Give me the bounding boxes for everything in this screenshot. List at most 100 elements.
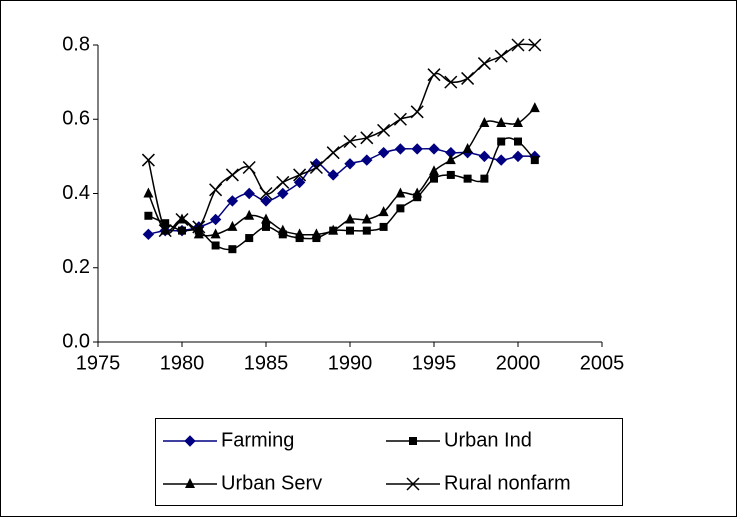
marker xyxy=(262,222,270,231)
marker xyxy=(343,134,357,149)
x-tick-label: 2005 xyxy=(580,352,625,374)
marker xyxy=(360,131,374,145)
marker xyxy=(361,154,373,166)
marker xyxy=(193,228,204,239)
marker xyxy=(393,112,407,126)
y-tick-label: 0.8 xyxy=(62,33,90,55)
marker xyxy=(529,102,540,113)
marker xyxy=(158,224,172,238)
marker xyxy=(242,160,256,175)
marker xyxy=(430,174,438,183)
legend-marker xyxy=(409,437,417,445)
marker xyxy=(477,57,491,71)
x-tick-label: 1990 xyxy=(328,352,373,374)
marker xyxy=(478,150,491,163)
marker xyxy=(161,219,170,228)
marker xyxy=(495,154,507,166)
marker xyxy=(309,160,323,175)
marker xyxy=(327,169,339,181)
marker xyxy=(514,137,522,146)
marker xyxy=(142,228,155,241)
marker xyxy=(245,234,254,243)
marker xyxy=(461,71,475,85)
marker xyxy=(379,222,388,231)
marker xyxy=(211,241,220,250)
marker xyxy=(293,176,306,189)
marker xyxy=(276,175,290,189)
marker xyxy=(260,195,272,207)
x-tick-label: 1985 xyxy=(244,352,289,374)
marker xyxy=(311,228,322,239)
y-tick-label: 0.4 xyxy=(62,182,90,204)
marker xyxy=(144,211,153,220)
y-tick-label: 0.2 xyxy=(62,256,90,278)
marker xyxy=(210,228,221,239)
marker xyxy=(326,146,340,160)
marker xyxy=(411,143,423,155)
marker xyxy=(378,206,389,217)
marker xyxy=(209,183,223,197)
marker xyxy=(528,38,542,52)
marker xyxy=(225,168,239,182)
marker xyxy=(410,105,424,119)
marker xyxy=(243,187,255,200)
marker xyxy=(395,187,406,198)
marker xyxy=(175,212,189,227)
marker xyxy=(344,158,356,170)
marker xyxy=(463,174,472,183)
marker xyxy=(141,153,155,167)
marker xyxy=(277,224,288,235)
marker xyxy=(427,68,441,82)
legend-marker xyxy=(184,435,196,447)
y-tick-label: 0.0 xyxy=(62,330,90,352)
marker xyxy=(446,170,455,179)
marker xyxy=(226,195,239,207)
marker xyxy=(445,154,456,165)
x-tick-label: 1975 xyxy=(76,352,121,374)
marker xyxy=(328,224,339,235)
marker xyxy=(480,174,489,183)
legend-label: Rural nonfarm xyxy=(444,472,571,494)
marker xyxy=(345,213,355,224)
legend-marker xyxy=(185,478,195,488)
marker xyxy=(513,116,523,127)
legend-label: Urban Serv xyxy=(221,472,322,494)
marker xyxy=(143,187,154,198)
marker xyxy=(396,204,405,213)
marker xyxy=(377,146,390,159)
marker xyxy=(496,116,507,127)
legend-label: Farming xyxy=(221,429,294,451)
marker xyxy=(244,209,255,220)
marker xyxy=(259,186,273,201)
marker xyxy=(394,143,407,155)
marker xyxy=(462,142,473,153)
marker xyxy=(412,187,423,198)
marker xyxy=(361,213,372,224)
marker xyxy=(346,226,354,235)
marker xyxy=(277,187,289,200)
marker xyxy=(428,143,440,155)
marker xyxy=(479,116,490,127)
x-tick-label: 1995 xyxy=(412,352,457,374)
legend-marker xyxy=(406,477,420,491)
marker xyxy=(228,245,237,254)
marker xyxy=(293,168,307,182)
marker xyxy=(362,226,371,235)
marker xyxy=(261,213,271,224)
marker xyxy=(294,228,305,239)
marker xyxy=(511,38,525,52)
marker xyxy=(178,226,186,235)
marker xyxy=(429,165,439,176)
marker xyxy=(497,137,506,146)
x-tick-label: 2000 xyxy=(496,352,541,374)
legend-label: Urban Ind xyxy=(444,429,532,451)
x-tick-label: 1980 xyxy=(160,352,205,374)
marker xyxy=(444,75,458,89)
legend-box xyxy=(155,418,623,506)
marker xyxy=(512,150,524,163)
marker xyxy=(377,123,391,137)
marker xyxy=(494,49,508,63)
marker xyxy=(227,220,238,231)
